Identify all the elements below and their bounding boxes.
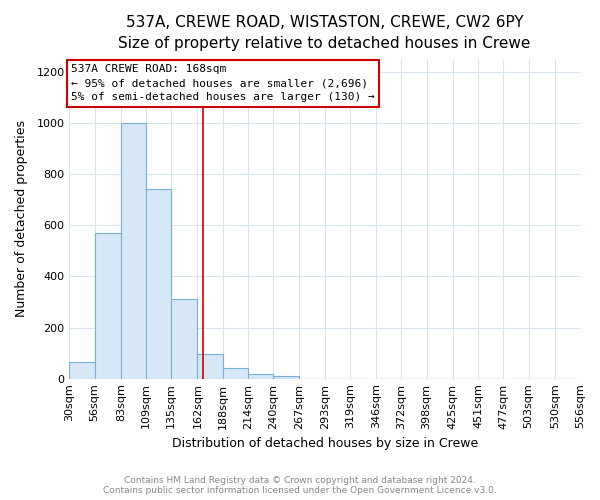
Bar <box>171 300 197 378</box>
Bar <box>197 354 223 378</box>
Bar <box>273 376 299 378</box>
X-axis label: Distribution of detached houses by size in Crewe: Distribution of detached houses by size … <box>172 437 478 450</box>
Bar <box>121 123 146 378</box>
Text: Contains HM Land Registry data © Crown copyright and database right 2024.
Contai: Contains HM Land Registry data © Crown c… <box>103 476 497 495</box>
Text: 537A CREWE ROAD: 168sqm
← 95% of detached houses are smaller (2,696)
5% of semi-: 537A CREWE ROAD: 168sqm ← 95% of detache… <box>71 64 375 102</box>
Bar <box>70 362 95 378</box>
Bar <box>95 233 121 378</box>
Bar <box>223 368 248 378</box>
Bar <box>146 190 171 378</box>
Bar <box>248 374 273 378</box>
Y-axis label: Number of detached properties: Number of detached properties <box>15 120 28 318</box>
Title: 537A, CREWE ROAD, WISTASTON, CREWE, CW2 6PY
Size of property relative to detache: 537A, CREWE ROAD, WISTASTON, CREWE, CW2 … <box>118 15 531 51</box>
